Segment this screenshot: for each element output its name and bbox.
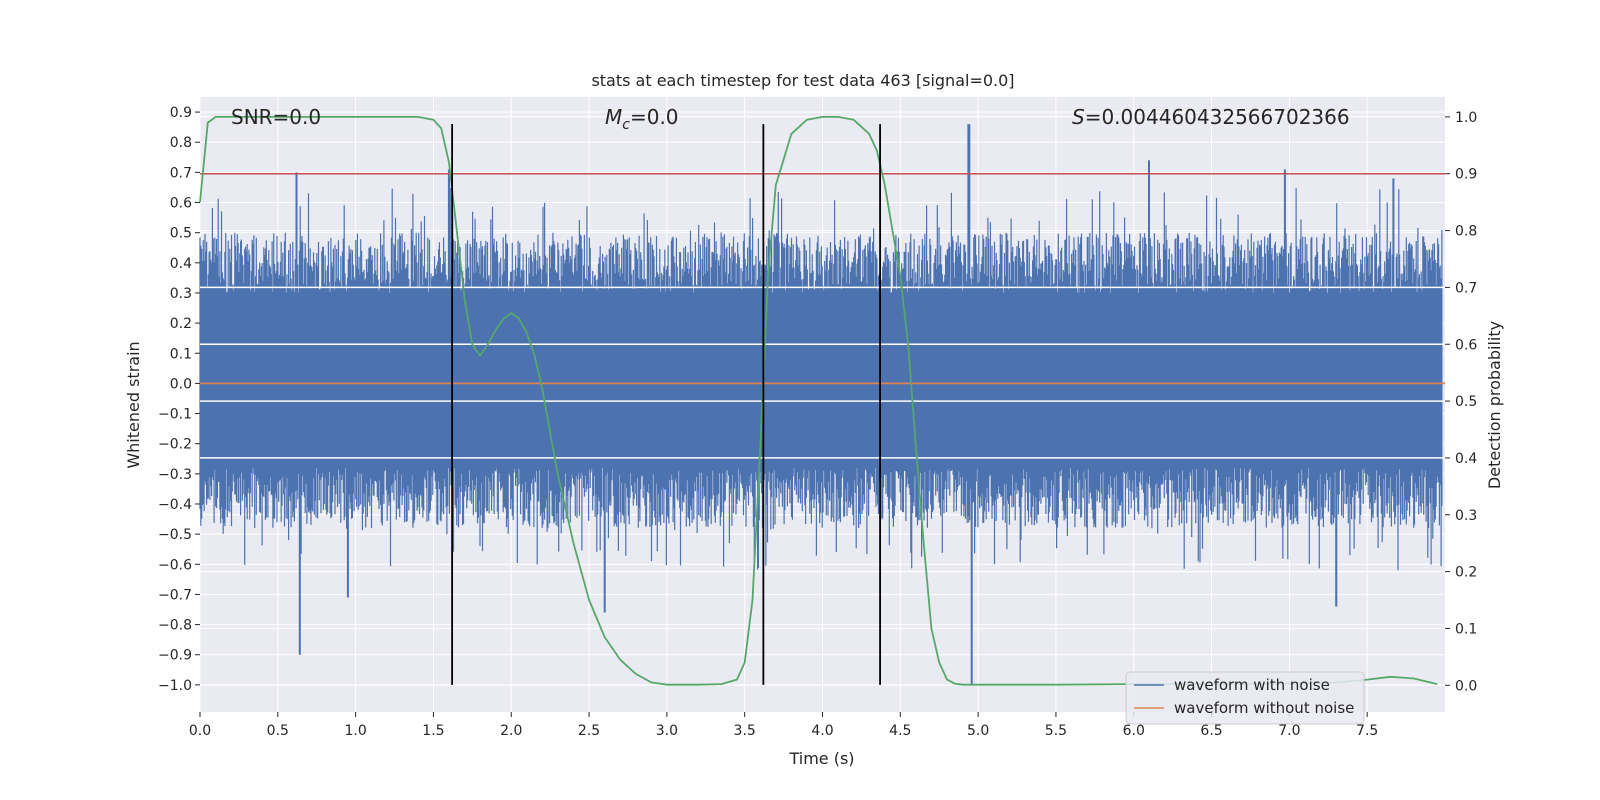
series-waveform-with-noise xyxy=(199,124,1445,685)
x-tick-label: 5.0 xyxy=(967,723,989,739)
chart-title: stats at each timestep for test data 463… xyxy=(591,71,1014,90)
x-ticks: 0.0 0.5 1.0 1.5 2.0 2.5 3.0 3.5 4.0 4.5 5.0 5.5 6.0 6… xyxy=(189,712,1378,739)
legend: waveform with noise waveform without noi… xyxy=(1125,671,1365,725)
right-y-tick-label: 0.6 xyxy=(1455,337,1477,353)
left-y-tick-label: 0.2 xyxy=(170,316,192,332)
left-y-tick-label: −0.3 xyxy=(158,467,192,483)
left-y-tick-label: 0.1 xyxy=(170,346,192,362)
left-y-axis-label: Whitened strain xyxy=(124,341,143,468)
x-tick-label: 0.5 xyxy=(267,723,289,739)
left-y-tick-label: 0.8 xyxy=(170,135,192,151)
left-y-tick-label: 0.5 xyxy=(170,226,192,242)
vertical-markers xyxy=(451,124,881,685)
left-y-tick-label: −1.0 xyxy=(158,678,192,694)
mc-symbol: M xyxy=(605,105,622,129)
left-y-tick-label: −0.1 xyxy=(158,407,192,423)
left-y-tick-label: −0.6 xyxy=(158,557,192,573)
x-tick-label: 2.0 xyxy=(500,723,522,739)
left-y-tick-label: −0.8 xyxy=(158,618,192,634)
right-y-tick-label: 0.2 xyxy=(1455,565,1477,581)
right-y-tick-label: 0.4 xyxy=(1455,451,1477,467)
x-axis-label: Time (s) xyxy=(788,749,854,768)
left-y-tick-label: −0.4 xyxy=(158,497,192,513)
left-y-tick-label: 0.6 xyxy=(170,196,192,212)
left-y-tick-label: 0.9 xyxy=(170,105,192,121)
x-tick-label: 4.0 xyxy=(811,723,833,739)
left-y-tick-label: −0.7 xyxy=(158,587,192,603)
x-tick-label: 6.5 xyxy=(1200,723,1222,739)
right-y-tick-label: 0.0 xyxy=(1455,678,1477,694)
x-tick-label: 2.5 xyxy=(578,723,600,739)
x-tick-label: 4.5 xyxy=(889,723,911,739)
right-y-tick-label: 1.0 xyxy=(1455,110,1477,126)
x-tick-label: 5.5 xyxy=(1045,723,1067,739)
right-y-tick-label: 0.3 xyxy=(1455,508,1477,524)
s-annotation: S=0.004460432566702366 xyxy=(1072,105,1350,129)
x-tick-label: 7.5 xyxy=(1356,723,1378,739)
left-y-tick-label: −0.9 xyxy=(158,648,192,664)
right-y-tick-label: 0.9 xyxy=(1455,167,1477,183)
left-y-tick-label: 0.4 xyxy=(170,256,192,272)
right-y-tick-label: 0.5 xyxy=(1455,394,1477,410)
left-y-tick-label: −0.2 xyxy=(158,437,192,453)
x-tick-label: 6.0 xyxy=(1123,723,1145,739)
noise-waveform-path xyxy=(199,124,1443,685)
right-y-tick-label: 0.8 xyxy=(1455,224,1477,240)
detection-probability-line xyxy=(199,116,1438,686)
series-detection-probability xyxy=(199,116,1438,686)
x-tick-label: 1.5 xyxy=(422,723,444,739)
left-y-tick-label: 0.3 xyxy=(170,286,192,302)
right-y-ticks: 1.0 0.9 0.8 0.7 0.6 0.5 0.4 0.3 0.2 0.1 0.0 xyxy=(1445,110,1477,694)
x-tick-label: 3.5 xyxy=(734,723,756,739)
right-y-tick-label: 0.7 xyxy=(1455,280,1477,296)
x-tick-label: 7.0 xyxy=(1278,723,1300,739)
left-y-ticks: 0.9 0.8 0.7 0.6 0.5 0.4 0.3 0.2 0.1 0.0 −0.1 −0.2 −0… xyxy=(158,105,200,694)
left-y-tick-label: 0.0 xyxy=(170,376,192,392)
legend-box xyxy=(1125,671,1365,725)
x-tick-label: 1.0 xyxy=(344,723,366,739)
left-y-tick-label: 0.7 xyxy=(170,165,192,181)
x-tick-label: 0.0 xyxy=(189,723,211,739)
mc-value: =0.0 xyxy=(630,105,679,129)
snr-annotation: SNR=0.0 xyxy=(231,105,321,129)
s-symbol: S xyxy=(1072,105,1085,129)
chirp-mass-annotation: Mc=0.0 xyxy=(605,105,679,133)
right-y-tick-label: 0.1 xyxy=(1455,621,1477,637)
legend-label-noise: waveform with noise xyxy=(1174,676,1330,694)
right-y-axis-label: Detection probability xyxy=(1485,321,1504,489)
left-y-tick-label: −0.5 xyxy=(158,527,192,543)
mc-subscript: c xyxy=(622,117,630,133)
x-tick-label: 3.0 xyxy=(656,723,678,739)
s-value: =0.004460432566702366 xyxy=(1085,105,1350,129)
legend-label-clean: waveform without noise xyxy=(1174,699,1354,717)
